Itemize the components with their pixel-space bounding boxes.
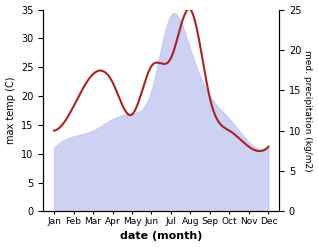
- X-axis label: date (month): date (month): [120, 231, 203, 242]
- Y-axis label: max temp (C): max temp (C): [5, 77, 16, 144]
- Y-axis label: med. precipitation (kg/m2): med. precipitation (kg/m2): [303, 50, 313, 171]
